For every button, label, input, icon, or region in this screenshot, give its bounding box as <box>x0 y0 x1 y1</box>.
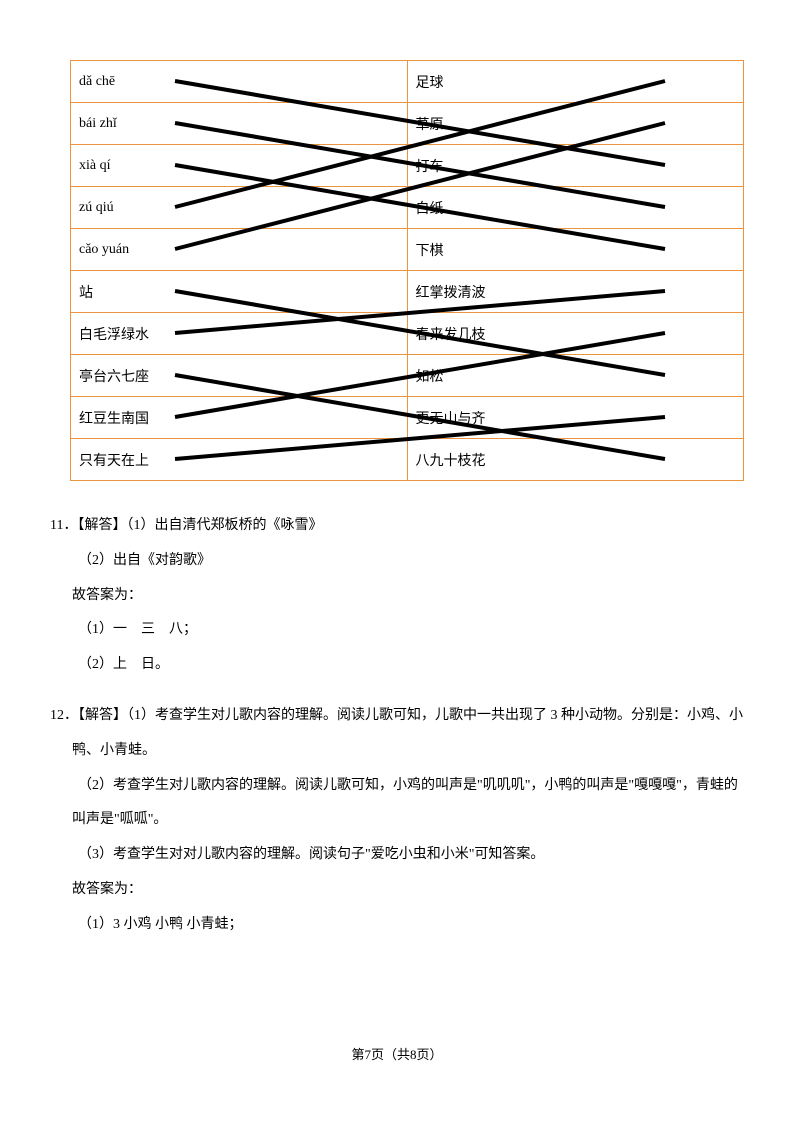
right-cell: 白纸 <box>407 187 744 229</box>
right-cell: 如松 <box>407 355 744 397</box>
answer-12: 12．【解答】（1）考查学生对儿歌内容的理解。阅读儿歌可知，儿歌中一共出现了 3… <box>50 701 744 941</box>
answer-line: （1）一 三 八； <box>50 615 744 646</box>
answer-line: 鸭、小青蛙。 <box>50 736 744 767</box>
right-cell: 春来发几枝 <box>407 313 744 355</box>
answer-line: （2）上 日。 <box>50 650 744 681</box>
question-number: 12． <box>50 708 78 723</box>
answer-line: （2）出自《对韵歌》 <box>50 546 744 577</box>
matching-exercise-1: dǎ chē 足球 bái zhǐ 草原 xià qí 打车 zú qiú 白纸… <box>70 60 744 481</box>
matching-table-1: dǎ chē 足球 bái zhǐ 草原 xià qí 打车 zú qiú 白纸… <box>70 60 744 481</box>
answer-label: 【解答】 <box>78 708 127 723</box>
table-row: 站 红掌拨清波 <box>71 271 744 313</box>
table-row: zú qiú 白纸 <box>71 187 744 229</box>
answer-line: 12．【解答】（1）考查学生对儿歌内容的理解。阅读儿歌可知，儿歌中一共出现了 3… <box>50 701 744 732</box>
left-cell: xià qí <box>71 145 408 187</box>
table-row: 红豆生南国 更无山与齐 <box>71 397 744 439</box>
table-row: cǎo yuán 下棋 <box>71 229 744 271</box>
answer-line: 叫声是"呱呱"。 <box>50 805 744 836</box>
answer-text: （1）考查学生对儿歌内容的理解。阅读儿歌可知，儿歌中一共出现了 3 种小动物。分… <box>127 708 743 723</box>
page-footer: 第7页（共8页） <box>0 1044 794 1063</box>
left-cell: 站 <box>71 271 408 313</box>
left-cell: bái zhǐ <box>71 103 408 145</box>
left-cell: 只有天在上 <box>71 439 408 481</box>
right-cell: 打车 <box>407 145 744 187</box>
right-cell: 草原 <box>407 103 744 145</box>
table-row: 白毛浮绿水 春来发几枝 <box>71 313 744 355</box>
table-row: xià qí 打车 <box>71 145 744 187</box>
right-cell: 更无山与齐 <box>407 397 744 439</box>
left-cell: 亭台六七座 <box>71 355 408 397</box>
answer-line: 故答案为： <box>50 875 744 906</box>
answer-11: 11．【解答】（1）出自清代郑板桥的《咏雪》 （2）出自《对韵歌》 故答案为： … <box>50 511 744 681</box>
left-cell: dǎ chē <box>71 61 408 103</box>
answer-line: （2）考查学生对儿歌内容的理解。阅读儿歌可知，小鸡的叫声是"叽叽叽"，小鸭的叫声… <box>50 771 744 802</box>
table-row: 只有天在上 八九十枝花 <box>71 439 744 481</box>
answer-line: （3）考查学生对对儿歌内容的理解。阅读句子"爱吃小虫和小米"可知答案。 <box>50 840 744 871</box>
left-cell: 红豆生南国 <box>71 397 408 439</box>
right-cell: 下棋 <box>407 229 744 271</box>
table-row: 亭台六七座 如松 <box>71 355 744 397</box>
answer-line: （1）3 小鸡 小鸭 小青蛙； <box>50 910 744 941</box>
right-cell: 红掌拨清波 <box>407 271 744 313</box>
right-cell: 八九十枝花 <box>407 439 744 481</box>
answer-line: 故答案为： <box>50 581 744 612</box>
left-cell: cǎo yuán <box>71 229 408 271</box>
page-content: dǎ chē 足球 bái zhǐ 草原 xià qí 打车 zú qiú 白纸… <box>0 0 794 941</box>
answer-label: 【解答】 <box>77 518 126 533</box>
answer-line: 11．【解答】（1）出自清代郑板桥的《咏雪》 <box>50 511 744 542</box>
left-cell: 白毛浮绿水 <box>71 313 408 355</box>
table-row: dǎ chē 足球 <box>71 61 744 103</box>
question-number: 11． <box>50 518 77 533</box>
left-cell: zú qiú <box>71 187 408 229</box>
answer-text: （1）出自清代郑板桥的《咏雪》 <box>126 518 322 533</box>
right-cell: 足球 <box>407 61 744 103</box>
table-row: bái zhǐ 草原 <box>71 103 744 145</box>
